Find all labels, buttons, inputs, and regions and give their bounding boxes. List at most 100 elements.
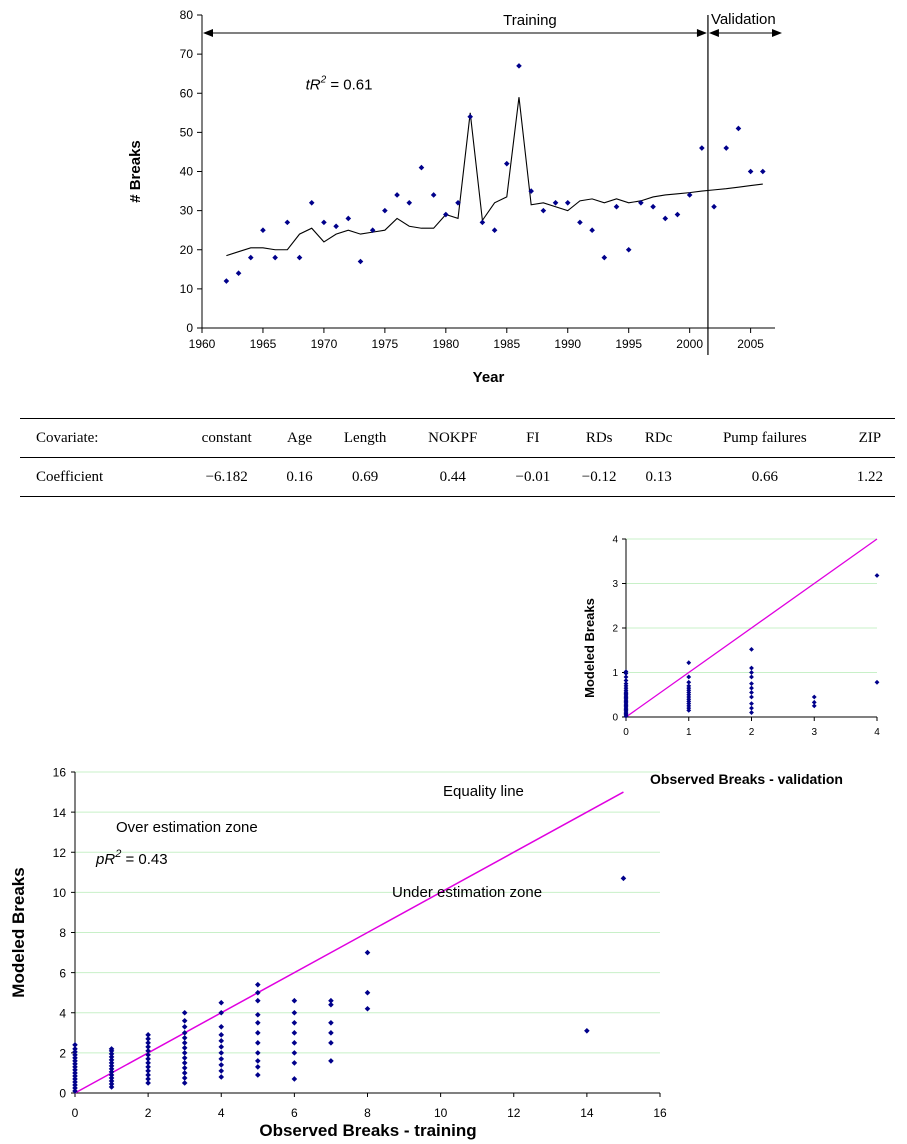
time-series-annotations: Training Validation tR2 = 0.61	[306, 11, 776, 93]
scatter-point	[218, 1038, 225, 1044]
scatter-point	[181, 1055, 188, 1061]
scatter-point	[291, 1050, 298, 1056]
scatter-point	[181, 1050, 188, 1056]
observed-breaks-point	[284, 219, 291, 226]
observed-breaks-point	[418, 164, 425, 171]
scatter-point	[108, 1066, 115, 1072]
x-tick-label: 3	[811, 727, 817, 738]
scatter-point	[72, 1070, 78, 1076]
scatter-point	[108, 1046, 115, 1052]
observed-breaks-point	[455, 200, 461, 206]
x-tick-label: 1995	[615, 337, 642, 351]
y-tick-label: 6	[59, 966, 66, 980]
scatter-point	[72, 1076, 78, 1082]
x-tick-label: 6	[291, 1106, 298, 1120]
observed-breaks-point	[235, 270, 242, 277]
observed-breaks-point	[223, 278, 230, 284]
scatter-point	[584, 1028, 590, 1034]
scatter-point	[218, 1056, 225, 1062]
scatter-point	[328, 1040, 334, 1046]
scatter-point	[623, 674, 629, 680]
validation-arrow-left-head	[708, 29, 719, 37]
observed-breaks-point	[625, 246, 632, 253]
table-row: Coefficient −6.182 0.16 0.69 0.44 −0.01 …	[20, 457, 895, 497]
over-estimation-zone-label: Over estimation zone	[116, 819, 258, 836]
time-series-x-ticks: 1960 1965 1970 1975 1980 1985 1990 1995 2000 2005	[189, 328, 764, 351]
table-cell: 1.22	[844, 457, 895, 497]
scatter-point	[255, 1058, 261, 1064]
observed-breaks-point	[491, 227, 498, 233]
y-tick-label: 4	[59, 1006, 66, 1020]
equality-line-label: Equality line	[443, 783, 524, 800]
observed-breaks-point	[308, 200, 315, 206]
scatter-point	[145, 1044, 151, 1050]
scatter-point	[72, 1061, 78, 1067]
r2-superscript: 2	[320, 74, 327, 85]
scatter-point	[218, 1062, 225, 1068]
observed-breaks-point	[564, 200, 571, 206]
y-tick-label: 20	[180, 243, 194, 257]
scatter-point	[811, 694, 817, 700]
training-arrow-left-head	[203, 29, 213, 37]
scatter-point	[218, 1068, 225, 1074]
scatter-point	[145, 1032, 151, 1038]
scatter-point	[145, 1036, 151, 1042]
scatter-point	[72, 1042, 78, 1048]
table-header-cell: Covariate:	[20, 418, 179, 458]
equality-line	[74, 791, 624, 1094]
scatter-point	[181, 1040, 188, 1046]
under-estimation-zone-label: Under estimation zone	[392, 884, 542, 901]
scatter-point	[328, 1030, 334, 1036]
y-tick-label: 10	[53, 886, 67, 900]
observed-breaks-point	[760, 168, 766, 175]
scatter-point	[328, 1001, 334, 1008]
scatter-point	[328, 997, 334, 1004]
validation-x-axis-title: Observed Breaks - validation	[650, 771, 843, 787]
scatter-point	[686, 679, 692, 685]
scatter-point	[328, 1019, 334, 1026]
validation-period-label: Validation	[711, 11, 776, 28]
x-tick-label: 0	[623, 727, 629, 738]
scatter-point	[749, 646, 754, 652]
scatter-point	[145, 1068, 151, 1074]
scatter-point	[218, 1044, 225, 1050]
scatter-point	[218, 1023, 225, 1030]
training-period-label: Training	[503, 12, 557, 29]
scatter-point	[291, 1030, 298, 1036]
scatter-point	[623, 678, 629, 683]
scatter-point	[255, 1040, 261, 1046]
scatter-point	[255, 1064, 261, 1070]
observed-breaks-point	[613, 203, 620, 210]
scatter-point	[108, 1084, 115, 1090]
observed-breaks-point	[638, 200, 644, 206]
observed-breaks-point	[345, 215, 352, 222]
table-cell: −0.01	[499, 457, 566, 497]
scatter-point	[108, 1069, 115, 1075]
validation-y-axis-title: Modeled Breaks	[582, 598, 597, 698]
observed-breaks-point	[247, 254, 254, 261]
scatter-point	[364, 949, 371, 956]
scatter-point	[291, 1040, 298, 1046]
observed-breaks-point	[503, 160, 510, 167]
training-r-squared: pR2 = 0.43	[95, 848, 168, 868]
y-tick-label: 8	[59, 926, 66, 940]
scatter-point	[72, 1046, 78, 1052]
scatter-point	[291, 1019, 298, 1026]
scatter-point	[72, 1079, 78, 1085]
scatter-point	[181, 1070, 188, 1076]
time-series-y-axis-title: # Breaks	[127, 140, 144, 203]
table-header-cell: FI	[499, 418, 566, 458]
validation-ticks: 0 1 2 3 4 0 1 2 3 4	[612, 534, 880, 738]
scatter-point	[364, 1005, 371, 1012]
scatter-point	[749, 681, 754, 687]
y-tick-label: 12	[53, 846, 67, 860]
observed-breaks-point	[321, 219, 327, 226]
y-tick-label: 0	[59, 1087, 66, 1101]
scatter-point	[181, 1060, 188, 1066]
scatter-point	[291, 997, 298, 1004]
table-header-cell: Pump failures	[684, 418, 845, 458]
validation-marks	[623, 538, 880, 719]
scatter-point	[291, 1076, 298, 1082]
scatter-point	[749, 694, 754, 700]
